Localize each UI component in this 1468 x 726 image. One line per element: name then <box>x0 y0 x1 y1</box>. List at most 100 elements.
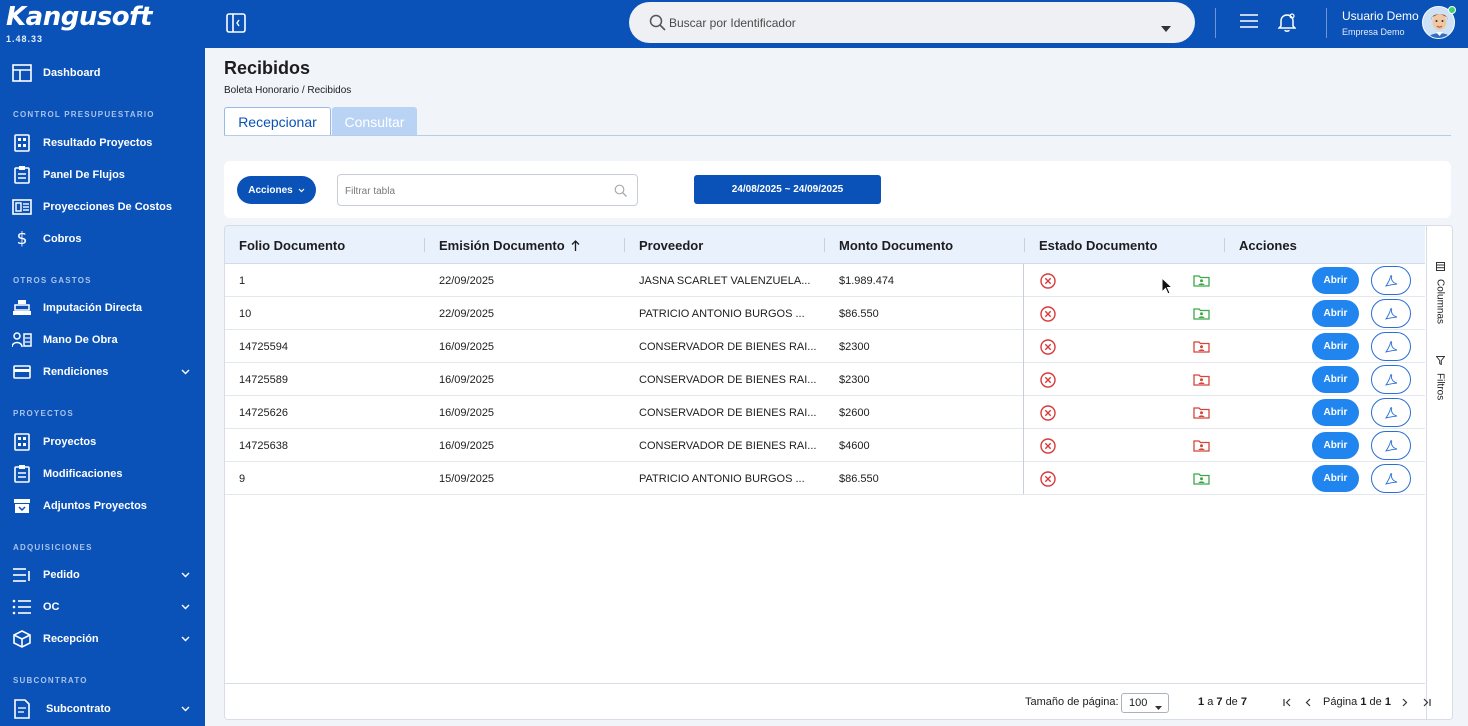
search-icon <box>614 184 627 202</box>
pdf-button[interactable] <box>1371 266 1411 295</box>
pdf-icon <box>1384 373 1398 386</box>
filters-panel-tab[interactable]: Filtros <box>1429 352 1451 400</box>
column-separator[interactable] <box>424 238 425 252</box>
filter-table-input[interactable] <box>345 182 605 200</box>
previous-page-icon[interactable] <box>1301 695 1315 709</box>
tab-recepcionar[interactable]: Recepcionar <box>224 107 331 136</box>
date-range-button[interactable]: 24/08/2025 ~ 24/09/2025 <box>694 175 881 204</box>
filter-table-box[interactable] <box>337 174 638 206</box>
folder-user-icon[interactable] <box>1193 307 1210 325</box>
abrir-button[interactable]: Abrir <box>1312 366 1359 393</box>
cell-monto: $1.989.474 <box>839 274 895 287</box>
folder-user-icon[interactable] <box>1193 472 1210 490</box>
sidebar-item-rendiciones[interactable]: Rendiciones <box>0 357 205 387</box>
status-rejected-icon[interactable] <box>1040 372 1056 388</box>
table-row[interactable]: 14725626 16/09/2025 CONSERVADOR DE BIENES … <box>225 396 1425 429</box>
last-page-icon[interactable] <box>1419 695 1433 709</box>
columns-panel-label: Columnas <box>1434 279 1446 325</box>
cell-monto: $4600 <box>839 439 870 452</box>
cell-emision: 22/09/2025 <box>439 274 495 287</box>
column-header-folio[interactable]: Folio Documento <box>239 237 346 253</box>
folder-user-icon[interactable] <box>1193 406 1210 424</box>
section-title-proyectos: PROYECTOS <box>13 409 74 418</box>
sidebar-item-mano-obra[interactable]: Mano De Obra <box>0 325 205 355</box>
pdf-button[interactable] <box>1371 365 1411 394</box>
sidebar-toggle-icon[interactable] <box>225 12 247 34</box>
sidebar-item-oc[interactable]: OC <box>0 592 205 622</box>
table-row[interactable]: 14725589 16/09/2025 CONSERVADOR DE BIENES … <box>225 363 1425 396</box>
column-header-proveedor[interactable]: Proveedor <box>639 237 704 253</box>
folder-user-icon[interactable] <box>1193 274 1210 292</box>
user-name[interactable]: Usuario Demo <box>1342 9 1419 23</box>
cell-emision: 22/09/2025 <box>439 307 495 320</box>
tab-consultar[interactable]: Consultar <box>332 107 417 136</box>
sidebar-item-dashboard[interactable]: Dashboard <box>0 58 205 88</box>
search-input[interactable] <box>669 12 1149 34</box>
next-page-icon[interactable] <box>1397 695 1411 709</box>
abrir-button[interactable]: Abrir <box>1312 333 1359 360</box>
sidebar-item-resultado-proyectos[interactable]: Resultado Proyectos <box>0 128 205 158</box>
pdf-button[interactable] <box>1371 431 1411 460</box>
table-row[interactable]: 14725594 16/09/2025 CONSERVADOR DE BIENES … <box>225 330 1425 363</box>
column-separator[interactable] <box>824 238 825 252</box>
menu-icon[interactable] <box>1240 13 1258 34</box>
sidebar-item-modificaciones[interactable]: Modificaciones <box>0 459 205 489</box>
abrir-button[interactable]: Abrir <box>1312 465 1359 492</box>
global-search[interactable] <box>629 2 1195 43</box>
status-rejected-icon[interactable] <box>1040 405 1056 421</box>
acciones-button[interactable]: Acciones <box>237 176 316 204</box>
page-size-select[interactable]: 100 <box>1121 693 1169 713</box>
sidebar-item-proyecciones-costos[interactable]: Proyecciones De Costos <box>0 192 205 222</box>
abrir-button[interactable]: Abrir <box>1312 300 1359 327</box>
cell-folio: 14725589 <box>239 373 288 386</box>
column-separator[interactable] <box>624 238 625 252</box>
sidebar-item-panel-flujos[interactable]: Panel De Flujos <box>0 160 205 190</box>
list-icon <box>12 565 32 585</box>
table-row[interactable]: 10 22/09/2025 PATRICIO ANTONIO BURGOS ... $… <box>225 297 1425 330</box>
sidebar-item-imputacion-directa[interactable]: Imputación Directa <box>0 293 205 323</box>
range-a: a <box>1207 696 1214 708</box>
worker-icon <box>12 330 32 350</box>
sidebar-item-cobros[interactable]: $ Cobros <box>0 224 205 254</box>
cell-proveedor: JASNA SCARLET VALENZUELA... <box>639 274 811 287</box>
pdf-button[interactable] <box>1371 299 1411 328</box>
column-separator[interactable] <box>1024 238 1025 252</box>
column-header-emision[interactable]: Emisión Documento <box>439 226 580 264</box>
column-header-acciones[interactable]: Acciones <box>1239 237 1297 253</box>
status-rejected-icon[interactable] <box>1040 273 1056 289</box>
table-row[interactable]: 9 15/09/2025 PATRICIO ANTONIO BURGOS ... $8… <box>225 462 1425 495</box>
first-page-icon[interactable] <box>1280 695 1294 709</box>
folder-user-icon[interactable] <box>1193 373 1210 391</box>
section-title-adquisiciones: ADQUISICIONES <box>13 543 93 552</box>
column-header-estado[interactable]: Estado Documento <box>1039 237 1158 253</box>
columns-panel-tab[interactable]: Columnas <box>1429 258 1451 324</box>
status-rejected-icon[interactable] <box>1040 339 1056 355</box>
pdf-button[interactable] <box>1371 464 1411 493</box>
cell-folio: 14725594 <box>239 340 288 353</box>
pdf-button[interactable] <box>1371 398 1411 427</box>
sidebar-item-subcontrato[interactable]: Subcontrato <box>0 694 205 724</box>
sidebar-item-recepcion[interactable]: Recepción <box>0 624 205 654</box>
table-row[interactable]: 1 22/09/2025 JASNA SCARLET VALENZUELA... $1… <box>225 264 1425 297</box>
caret-down-icon[interactable] <box>1161 19 1171 37</box>
status-rejected-icon[interactable] <box>1040 306 1056 322</box>
sidebar-item-pedido[interactable]: Pedido <box>0 560 205 590</box>
pdf-button[interactable] <box>1371 332 1411 361</box>
column-separator[interactable] <box>1224 238 1225 252</box>
sidebar-item-proyectos[interactable]: Proyectos <box>0 427 205 457</box>
column-header-monto[interactable]: Monto Documento <box>839 237 954 253</box>
grid-side-panel: Columnas Filtros <box>1426 226 1452 719</box>
sidebar-item-adjuntos-proyectos[interactable]: Adjuntos Proyectos <box>0 491 205 521</box>
bell-icon[interactable] <box>1277 12 1297 37</box>
chevron-down-icon <box>179 703 191 715</box>
folder-user-icon[interactable] <box>1193 340 1210 358</box>
cell-proveedor: CONSERVADOR DE BIENES RAI... <box>639 406 817 419</box>
table-row[interactable]: 14725638 16/09/2025 CONSERVADOR DE BIENES … <box>225 429 1425 462</box>
abrir-button[interactable]: Abrir <box>1312 432 1359 459</box>
abrir-button[interactable]: Abrir <box>1312 267 1359 294</box>
abrir-button[interactable]: Abrir <box>1312 399 1359 426</box>
folder-user-icon[interactable] <box>1193 439 1210 457</box>
status-rejected-icon[interactable] <box>1040 438 1056 454</box>
box-icon <box>12 629 32 649</box>
status-rejected-icon[interactable] <box>1040 471 1056 487</box>
